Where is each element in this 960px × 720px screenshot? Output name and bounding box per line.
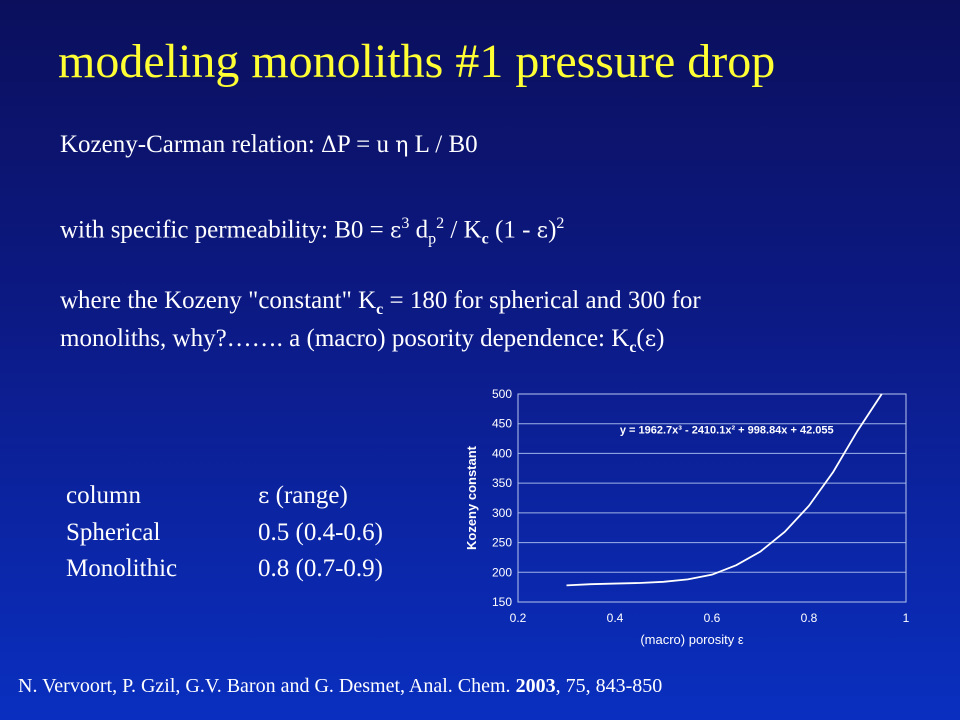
table-row: Monolithic 0.8 (0.7-0.9) [66, 551, 438, 587]
kozeny-k: / K [444, 216, 482, 244]
y-tick-label: 300 [492, 506, 512, 520]
y-tick-label: 400 [492, 446, 512, 460]
header-range: (range) [269, 482, 348, 509]
y-tick-label: 200 [492, 565, 512, 579]
subscript-c-2: c [376, 301, 384, 318]
header-epsilon-range: ε (range) [258, 478, 438, 515]
subscript-c-3: c [629, 339, 637, 356]
permeability-prefix: with specific permeability: B0 = [60, 216, 390, 244]
slide-title: modeling monoliths #1 pressure drop [58, 35, 776, 88]
y-tick-label: 500 [492, 387, 512, 401]
citation-authors: N. Vervoort, P. Gzil, G.V. Baron and G. … [18, 675, 516, 697]
citation-year: 2003 [515, 675, 556, 697]
epsilon-symbol: ε [390, 218, 402, 244]
particle-diameter: d [409, 216, 429, 244]
plot-frame [517, 393, 907, 603]
subscript-c: c [481, 230, 489, 248]
citation-rest: , 75, 843-850 [555, 675, 663, 697]
kozeny-constant-text: where the Kozeny "constant" Kc = 180 for… [60, 286, 701, 319]
porosity-dependence-text: monoliths, why?……. a (macro) posority de… [60, 324, 664, 357]
relation-suffix: L / B0 [408, 131, 478, 158]
paren-open-2: ( [636, 325, 645, 352]
epsilon-symbol-3: ε [644, 327, 657, 352]
paren-close-2: ) [656, 325, 665, 352]
porosity-table: column ε (range) Spherical 0.5 (0.4-0.6)… [66, 478, 438, 587]
relation-prefix: Kozeny-Carman relation: [60, 131, 322, 158]
row-porosity: 0.8 (0.7-0.9) [258, 555, 383, 582]
row-column-name: Monolithic [66, 555, 178, 582]
series-line [566, 393, 883, 587]
paren-open: (1 - [488, 216, 537, 244]
x-tick-label: 0.6 [704, 611, 721, 625]
exponent-2a: 2 [436, 215, 445, 232]
y-tick-label: 150 [492, 595, 512, 609]
citation: N. Vervoort, P. Gzil, G.V. Baron and G. … [18, 675, 662, 698]
epsilon-symbol-2: ε [536, 218, 549, 244]
y-tick-label: 450 [492, 417, 512, 431]
row-column-name: Spherical [66, 519, 161, 546]
relation-mid: P = u [336, 131, 396, 158]
exponent-3: 3 [401, 215, 410, 232]
kozeny-chart-svg: 150 200 250 300 350 400 450 500 0.2 0.4 0.6 0.8 1 y =… [464, 387, 910, 647]
eta-symbol: η [395, 133, 409, 158]
x-tick-label: 0.8 [801, 611, 818, 625]
subscript-p: p [428, 230, 437, 248]
x-tick-label: 0.2 [510, 611, 527, 625]
kozeny-constant-suffix: = 180 for spherical and 300 for [383, 287, 701, 314]
table-header-row: column ε (range) [66, 478, 438, 515]
porosity-prefix: monoliths, why?……. a (macro) posority de… [60, 325, 630, 352]
row-porosity: 0.5 (0.4-0.6) [258, 519, 383, 546]
paren-close: ) [548, 216, 557, 244]
header-epsilon: ε [258, 484, 270, 509]
y-tick-label: 350 [492, 476, 512, 490]
table-row: Spherical 0.5 (0.4-0.6) [66, 515, 438, 551]
kozeny-carman-relation: Kozeny-Carman relation: ΔP = u η L / B0 [60, 130, 478, 160]
x-tick-label: 0.4 [607, 611, 624, 625]
x-axis-label: (macro) porosity ε [640, 632, 744, 647]
delta-symbol: Δ [321, 133, 337, 158]
permeability-formula: with specific permeability: B0 = ε3 dp2 … [60, 214, 564, 249]
kozeny-constant-prefix: where the Kozeny "constant" K [60, 287, 377, 314]
x-tick-label: 1 [903, 611, 910, 625]
header-column: column [66, 482, 141, 509]
y-axis-label: Kozeny constant [464, 445, 479, 550]
trendline-equation: y = 1962.7x³ - 2410.1x² + 998.84x + 42.0… [620, 425, 834, 437]
exponent-2b: 2 [556, 215, 565, 232]
y-tick-label: 250 [492, 536, 512, 550]
kozeny-chart: 150 200 250 300 350 400 450 500 0.2 0.4 0.6 0.8 1 y =… [456, 380, 916, 662]
